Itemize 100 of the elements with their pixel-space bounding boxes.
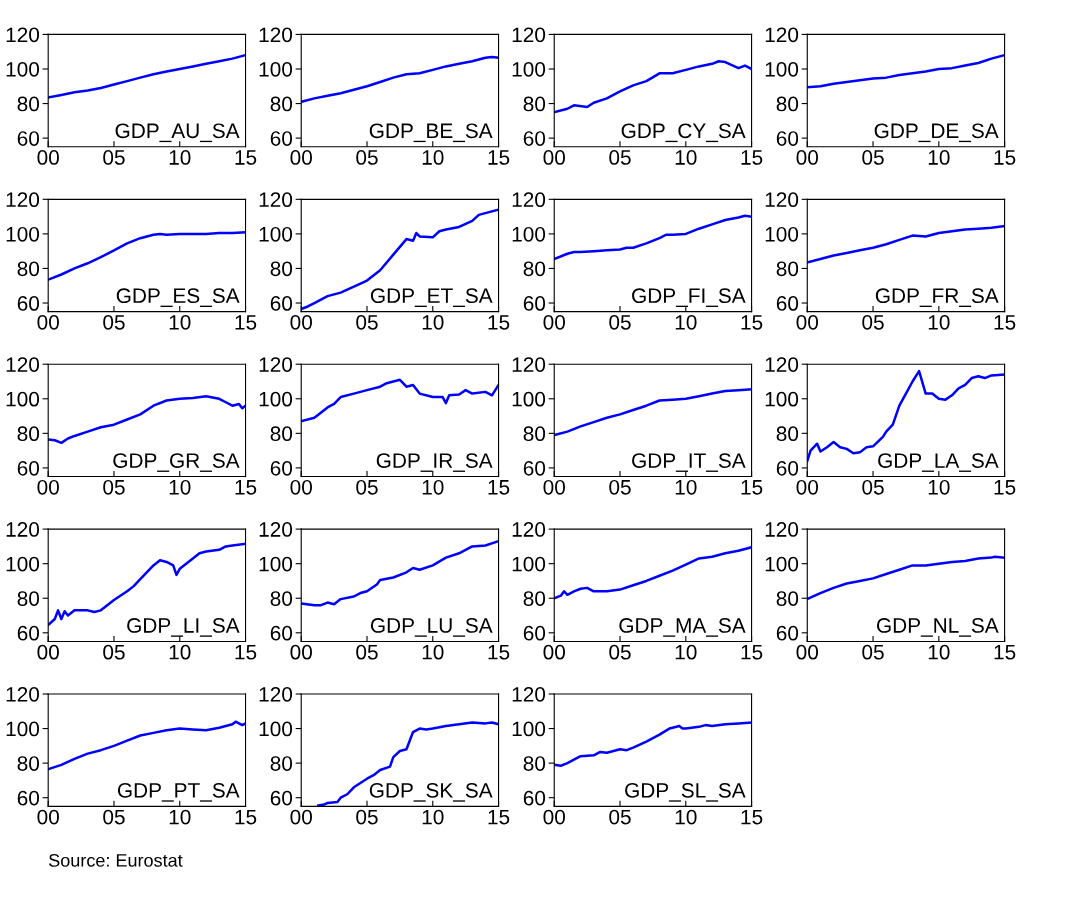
y-tick-label: 120 [259,27,293,43]
x-tick-label: 00 [543,644,566,660]
x-tick-label: 00 [796,314,819,330]
y-tick-label: 80 [523,261,546,277]
x-tick-label: 10 [675,809,697,825]
y-tick-label: 60 [776,296,799,311]
x-tick-label: 10 [928,150,950,165]
y-tick-label: 60 [776,131,799,146]
x-tick-label: 10 [169,150,191,165]
y-tick-label: 80 [17,96,40,112]
x-tick-label: 10 [169,479,191,495]
x-tick-label: 05 [609,644,631,660]
x-tick-label: 15 [488,644,510,660]
y-tick-label: 120 [6,192,40,208]
x-tick-label: 15 [994,644,1016,660]
y-tick-label: 60 [523,131,546,146]
x-tick-label: 00 [290,314,312,330]
x-tick-label: 10 [928,644,950,660]
y-tick-label: 120 [259,192,293,208]
x-tick-label: 10 [422,479,444,495]
y-tick-label: 120 [765,27,799,43]
line-series [807,555,1005,601]
x-tick-label: 15 [741,480,763,495]
series-label: GDP_LU_SA [370,618,493,637]
y-tick-label: 120 [512,522,546,537]
y-tick-label: 100 [259,62,293,77]
y-tick-label: 80 [270,756,293,771]
y-tick-label: 60 [270,625,293,641]
x-tick-label: 00 [796,644,819,660]
y-tick-label: 120 [259,687,293,702]
y-tick-label: 100 [6,556,40,572]
line-series [554,388,752,437]
y-tick-label: 80 [523,426,546,442]
x-tick-label: 05 [103,809,125,825]
y-tick-label: 80 [523,756,546,771]
y-tick-label: 60 [270,296,293,311]
x-tick-label: 10 [169,644,191,660]
y-tick-label: 80 [270,591,293,606]
x-tick-label: 10 [422,809,444,825]
series-label: GDP_ES_SA [116,288,240,307]
y-tick-label: 60 [776,460,799,476]
x-tick-label: 05 [609,314,631,330]
x-tick-label: 05 [609,479,631,495]
y-tick-label: 80 [523,591,546,606]
x-tick-label: 00 [37,314,59,330]
y-tick-label: 60 [17,625,40,641]
y-tick-label: 80 [523,96,546,112]
x-tick-label: 15 [488,315,510,330]
y-tick-label: 100 [765,556,799,572]
x-tick-label: 15 [994,480,1016,495]
series-label: GDP_CY_SA [621,123,746,143]
x-tick-label: 05 [862,479,884,495]
y-tick-label: 100 [6,721,40,737]
x-tick-label: 05 [103,479,125,495]
series-label: GDP_AU_SA [115,123,240,143]
x-tick-label: 00 [543,150,566,165]
x-tick-label: 00 [796,479,819,495]
y-tick-label: 120 [765,192,799,208]
y-tick-label: 100 [6,391,40,407]
x-tick-label: 15 [235,644,257,660]
x-tick-label: 15 [235,480,257,495]
x-tick-label: 15 [235,315,257,330]
y-tick-label: 100 [259,556,293,572]
x-tick-label: 10 [928,314,950,330]
y-tick-label: 120 [259,522,293,537]
x-tick-label: 00 [37,150,59,165]
series-label: GDP_ET_SA [370,288,493,307]
y-tick-label: 60 [776,625,799,641]
line-series [301,378,499,423]
line-series [554,214,752,261]
x-tick-label: 10 [169,809,191,825]
y-tick-label: 100 [512,226,546,242]
x-tick-label: 15 [741,644,763,660]
x-tick-label: 00 [290,644,312,660]
x-tick-label: 10 [675,150,697,165]
y-tick-label: 100 [765,226,799,242]
y-tick-label: 120 [6,522,40,537]
x-tick-label: 15 [994,150,1016,165]
y-tick-label: 100 [259,721,293,737]
text: GDP_IR_SA [376,453,493,472]
y-tick-label: 120 [765,522,799,537]
y-tick-label: 60 [523,625,546,641]
x-tick-label: 15 [235,150,257,165]
series-label: GDP_PT_SA [117,782,240,802]
y-tick-label: 100 [6,226,40,242]
x-tick-label: 00 [290,150,312,165]
y-tick-label: 100 [6,62,40,77]
x-tick-label: 05 [103,150,125,165]
text: GDP_DE_SA [874,123,999,143]
x-tick-label: 00 [37,479,59,495]
x-tick-label: 00 [796,150,819,165]
x-tick-label: 10 [675,314,697,330]
series-label: GDP_GR_SA [113,453,240,472]
y-tick-label: 80 [17,591,40,606]
line-series [48,394,246,445]
y-tick-label: 80 [776,96,799,112]
y-tick-label: 60 [523,790,546,806]
x-tick-label: 05 [862,644,884,660]
y-tick-label: 80 [17,756,40,771]
y-tick-label: 100 [512,391,546,407]
